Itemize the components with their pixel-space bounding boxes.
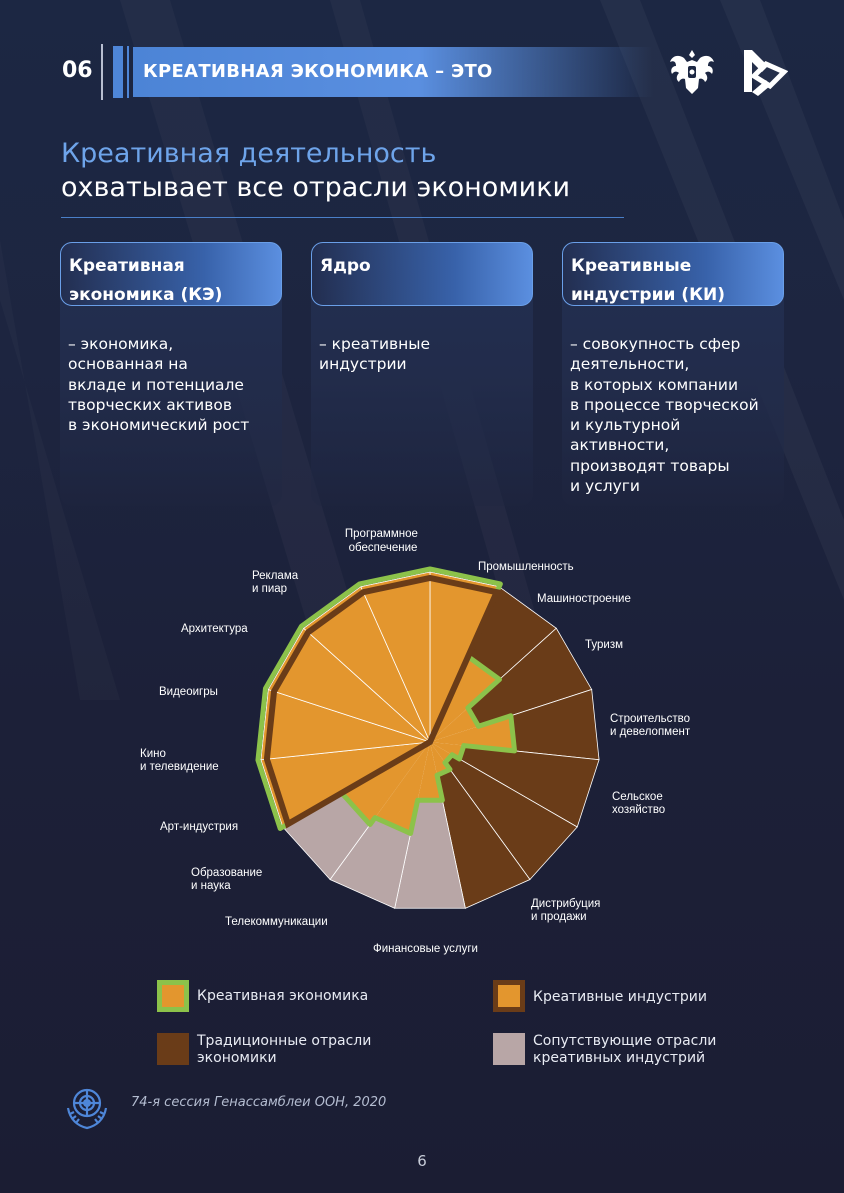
ce-fill	[430, 656, 500, 742]
card-header: Креативные индустрии (КИ)	[562, 242, 784, 306]
card-body-line: – совокупность сфер	[570, 335, 741, 353]
card-body-line: индустрии	[319, 355, 407, 374]
card-title-line: Ядро	[320, 256, 371, 276]
ce-fill	[375, 742, 430, 834]
card-body-line: активности,	[570, 436, 670, 455]
heading-line-1: Креативная деятельность	[61, 138, 437, 169]
label-advertising: Реклама и пиар	[252, 570, 301, 595]
legend-ce: Креативная экономика	[157, 980, 417, 1016]
legend-label: Традиционные отрасли экономики	[197, 1033, 372, 1066]
page-header: 06 КРЕАТИВНАЯ ЭКОНОМИКА – ЭТО	[0, 44, 844, 100]
card-body-line: в экономический рост	[68, 416, 250, 435]
card-body-line: деятельности,	[570, 355, 690, 374]
label-distribution: Дистрибуция и продажи	[531, 898, 604, 923]
sector-creative	[360, 571, 431, 743]
legend-swatch-ce	[157, 980, 189, 1012]
card-body: – совокупность сфер деятельности, в кото…	[570, 334, 759, 496]
label-tourism: Туризм	[585, 639, 623, 651]
section-number: 06	[62, 58, 93, 83]
label-construction: Строительство и девелопмент	[610, 713, 693, 738]
legend-swatch-ci	[493, 980, 525, 1012]
card-body-line: и услуги	[570, 477, 640, 496]
page-number: 6	[417, 1152, 427, 1170]
card-body-line: производят товары	[570, 456, 730, 475]
polar-sector-chart: Программное обеспечение Промышленность М…	[140, 528, 693, 955]
card-header: Креативная экономика (КЭ)	[60, 242, 282, 306]
ci-outline	[263, 574, 501, 829]
card-title-line: Креативная	[69, 256, 185, 276]
card-body-line: и культурной	[570, 416, 681, 435]
legend-supporting: Сопутствующие отрасли креативных индустр…	[493, 1033, 773, 1069]
card-title-line: экономика (КЭ)	[69, 285, 223, 305]
label-art: Арт-индустрия	[160, 821, 238, 833]
ce-fill	[430, 742, 450, 776]
card-body-line: основанная на	[68, 355, 188, 374]
card-body-line: – экономика,	[68, 335, 174, 353]
legend-label: Сопутствующие отрасли креативных индустр…	[533, 1033, 717, 1066]
section-title: КРЕАТИВНАЯ ЭКОНОМИКА – ЭТО	[143, 61, 493, 82]
legend-label: Креативные индустрии	[533, 989, 707, 1005]
label-games: Видеоигры	[159, 686, 218, 698]
card-body-line: в процессе творческой	[570, 395, 759, 414]
card-header: Ядро	[311, 242, 533, 306]
card-creative-industries: Креативные индустрии (КИ) – совокупность…	[562, 242, 784, 506]
source-note: 74-я сессия Генассамблеи ООН, 2020	[131, 1095, 387, 1110]
label-agriculture: Сельское хозяйство	[612, 791, 666, 816]
label-machinery: Машиностроение	[537, 593, 631, 605]
heading-rule	[61, 217, 624, 218]
brand-logo-icon	[744, 50, 788, 96]
card-title: Креативные индустрии (КИ)	[571, 252, 725, 310]
card-body-line: вкладе и потенциале	[68, 375, 244, 394]
ce-fill	[430, 707, 479, 742]
label-education: Образование и наука	[191, 867, 265, 892]
legend-swatch-supporting	[493, 1033, 525, 1065]
title-band	[133, 47, 653, 97]
legend-traditional: Традиционные отрасли экономики	[157, 1033, 417, 1069]
label-telecom: Телекоммуникации	[225, 916, 328, 928]
accent-bar	[113, 46, 123, 98]
ce-outline	[255, 566, 518, 836]
un-emblem-icon	[66, 1088, 108, 1130]
card-title-line: индустрии (КИ)	[571, 285, 725, 305]
ce-fill	[430, 715, 515, 751]
card-body-line: в которых компании	[570, 375, 739, 394]
label-cinema: Кино и телевидение	[140, 748, 219, 773]
card-creative-economy: Креативная экономика (КЭ) – экономика, о…	[60, 242, 282, 506]
legend-label: Креативная экономика	[197, 988, 369, 1004]
ce-fill	[341, 742, 430, 825]
eagle-emblem-icon	[670, 50, 714, 94]
card-title: Креативная экономика (КЭ)	[69, 252, 222, 310]
label-software: Программное обеспечение	[345, 528, 421, 554]
label-finance: Финансовые услуги	[373, 943, 478, 955]
card-body: – экономика, основанная на вкладе и поте…	[68, 334, 249, 435]
ce-fill	[417, 742, 443, 801]
card-body-line: творческих активов	[68, 395, 232, 414]
legend-ci: Креативные индустрии	[493, 980, 753, 1016]
card-title: Ядро	[320, 252, 371, 281]
legend-swatch-traditional	[157, 1033, 189, 1065]
label-industry: Промышленность	[478, 561, 574, 573]
card-title-line: Креативные	[571, 256, 692, 276]
card-core: Ядро – креативные индустрии	[311, 242, 533, 506]
divider	[101, 44, 103, 100]
accent-bar-thin	[127, 46, 129, 98]
card-body: – креативные индустрии	[319, 334, 430, 375]
label-architecture: Архитектура	[181, 623, 248, 635]
heading-line-2: охватывает все отрасли экономики	[61, 172, 571, 203]
card-body-line: – креативные	[319, 335, 431, 353]
